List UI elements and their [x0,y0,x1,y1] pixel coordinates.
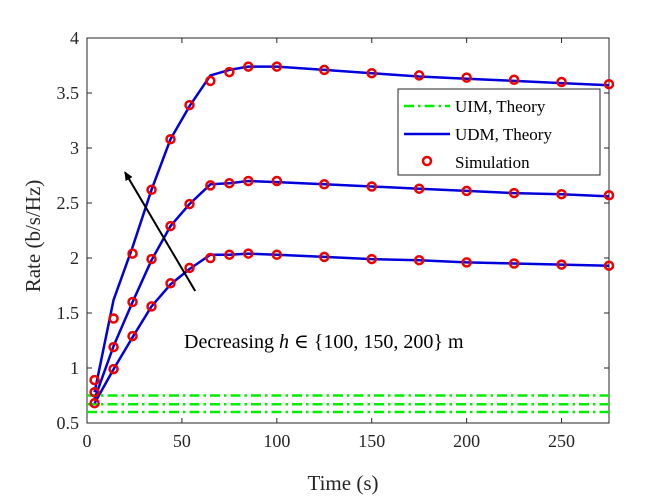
simulation-point [319,179,330,190]
simulation-point [413,70,425,81]
x-tick-label: 0 [83,431,92,451]
y-tick-label: 1 [70,358,79,378]
annotation: Decreasing h ∈ {100, 150, 200} m [124,171,464,353]
udm-theory-line-3 [93,65,610,393]
legend: UIM, Theory UDM, Theory Simulation [397,88,601,176]
y-tick-label: 2 [70,248,79,268]
simulation-point [556,76,567,88]
simulation-point [243,61,254,72]
simulation-point [146,184,157,196]
simulation-point [413,183,425,194]
simulation-point [556,188,567,200]
simulation-point [205,252,216,264]
legend-simulation-label: Simulation [455,153,530,172]
simulation-point [271,61,283,72]
axis-ticks: 0 50 100 150 200 250 0.5 1 1.5 2 2.5 3 3.5 4 [57,28,609,451]
simulation-point [205,75,216,87]
simulation-point [205,180,216,191]
simulation-point [108,313,119,324]
simulation-point [165,133,176,145]
udm-theory-line-5 [93,252,610,404]
annotation-text: Decreasing h ∈ {100, 150, 200} m [184,331,464,353]
annotation-prefix: Decreasing [184,331,279,353]
simulation-point [224,66,235,78]
y-tick-label: 1.5 [57,303,80,323]
simulation-point [366,253,377,265]
simulation-point [146,253,157,265]
simulation-point [224,249,235,260]
legend-udm-label: UDM, Theory [455,125,552,144]
simulation-point [146,301,157,312]
simulation-point [184,262,195,274]
udm-theory-line-4 [93,179,610,400]
y-tick-label: 4 [70,28,79,48]
simulation-point [127,330,138,342]
simulation-point [89,397,100,409]
x-tick-label: 250 [548,431,575,451]
simulation-point [108,363,119,375]
simulation-point [243,175,254,187]
simulation-point [224,177,235,189]
simulation-point [508,74,520,86]
simulation-point [127,248,138,259]
simulation-point [89,374,100,386]
simulation-point [165,220,176,232]
annotation-variable: h [279,331,289,353]
simulation-point [366,181,377,192]
simulation-point [366,67,377,79]
x-tick-label: 200 [453,431,480,451]
legend-uim-label: UIM, Theory [455,97,546,116]
simulation-point [461,185,472,197]
y-tick-label: 3 [70,138,79,158]
y-tick-label: 2.5 [57,193,80,213]
series-layer [87,65,610,414]
simulation-point [461,257,472,268]
simulation-point [461,72,472,83]
simulation-point [603,190,615,201]
x-tick-label: 50 [173,431,191,451]
simulation-point [556,259,567,270]
simulation-point [271,175,283,187]
simulation-point [271,249,283,260]
simulation-point [319,64,330,76]
y-tick-label: 0.5 [57,413,80,433]
simulation-point [108,341,119,353]
simulation-point [184,99,195,111]
x-tick-label: 150 [358,431,385,451]
simulation-point [413,254,425,266]
y-axis-title: Rate (b/s/Hz) [21,180,45,293]
simulation-markers [89,61,615,409]
simulation-point [165,278,176,289]
annotation-set: ∈ {100, 150, 200} [289,331,448,353]
simulation-point [319,251,330,263]
simulation-point [603,78,615,90]
simulation-point [89,386,100,398]
legend-simulation-marker [421,155,433,167]
simulation-point [603,260,615,271]
y-tick-label: 3.5 [57,83,80,103]
x-axis-title: Time (s) [308,471,379,495]
simulation-point [243,248,254,259]
annotation-arrow [124,171,197,292]
simulation-point [508,187,520,199]
x-tick-label: 100 [263,431,290,451]
simulation-point [127,296,138,308]
simulation-point [508,258,520,269]
annotation-unit: m [448,331,464,353]
simulation-point [184,198,195,210]
